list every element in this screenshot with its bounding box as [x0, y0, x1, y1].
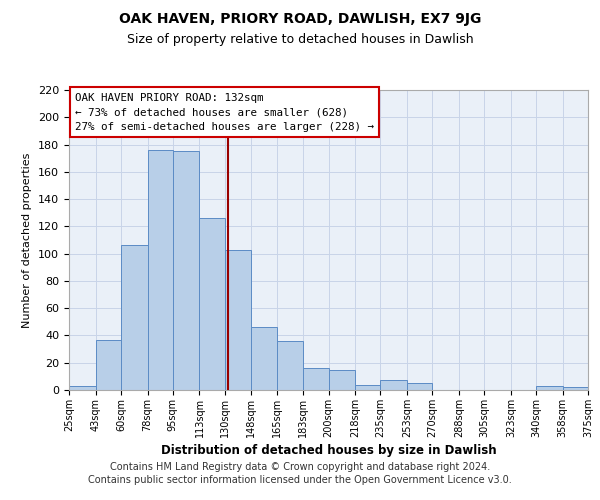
Bar [251, 328, 277, 390]
X-axis label: Distribution of detached houses by size in Dawlish: Distribution of detached houses by size … [161, 444, 496, 457]
Bar [121, 246, 148, 390]
Text: OAK HAVEN, PRIORY ROAD, DAWLISH, EX7 9JG: OAK HAVEN, PRIORY ROAD, DAWLISH, EX7 9JG [119, 12, 481, 26]
Y-axis label: Number of detached properties: Number of detached properties [22, 152, 32, 328]
Bar [148, 150, 173, 390]
Bar [536, 386, 563, 390]
Bar [380, 380, 407, 390]
Bar [303, 368, 329, 390]
Bar [199, 218, 224, 390]
Text: Size of property relative to detached houses in Dawlish: Size of property relative to detached ho… [127, 32, 473, 46]
Bar [329, 370, 355, 390]
Bar [563, 388, 588, 390]
Bar [224, 250, 251, 390]
Bar [95, 340, 121, 390]
Text: Contains HM Land Registry data © Crown copyright and database right 2024.: Contains HM Land Registry data © Crown c… [110, 462, 490, 472]
Bar [407, 383, 432, 390]
Text: OAK HAVEN PRIORY ROAD: 132sqm
← 73% of detached houses are smaller (628)
27% of : OAK HAVEN PRIORY ROAD: 132sqm ← 73% of d… [75, 92, 374, 132]
Bar [69, 386, 95, 390]
Bar [173, 152, 199, 390]
Bar [355, 384, 380, 390]
Text: Contains public sector information licensed under the Open Government Licence v3: Contains public sector information licen… [88, 475, 512, 485]
Bar [277, 341, 303, 390]
